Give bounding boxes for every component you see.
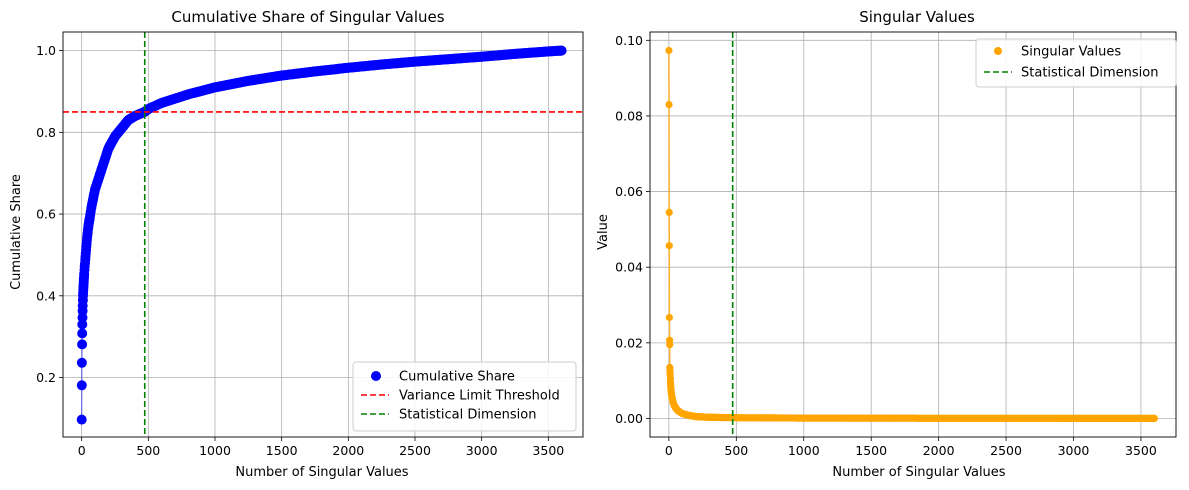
y-tick-label: 0.4 [36,288,56,303]
legend-label-statistical-dimension: Statistical Dimension [399,408,536,423]
axes-frame [62,31,584,438]
x-tick-label: 3000 [1058,443,1090,458]
axes-frame [649,31,1177,438]
x-axis-label: Number of Singular Values [832,465,1005,480]
data-point [665,208,673,216]
x-tick-label: 2000 [332,443,364,458]
x-tick-label: 1000 [788,443,820,458]
x-tick-label: 3500 [1125,443,1157,458]
y-axis-ticks: 0.2 0.4 0.6 0.8 1.0 [36,43,63,385]
data-point [77,328,88,339]
grid-lines [63,32,583,437]
legend-label-statistical-dimension: Statistical Dimension [1021,66,1158,81]
legend: Cumulative Share Variance Limit Threshol… [352,361,577,432]
y-tick-label: 0.06 [615,184,643,199]
data-point [77,339,88,350]
data-point [666,341,674,349]
x-tick-label: 2000 [923,443,955,458]
x-tick-label: 2500 [399,443,431,458]
legend: Singular Values Statistical Dimension [975,38,1177,88]
legend-box [975,38,1177,88]
legend-label-cumulative-share: Cumulative Share [399,370,515,385]
x-axis-ticks: 0 500 1000 1500 2000 2500 3000 3500 [78,437,564,458]
legend-marker-cumulative-share [371,371,381,381]
x-tick-label: 2500 [990,443,1022,458]
y-tick-label: 0.10 [615,33,643,48]
data-point [665,101,673,109]
y-axis-label: Value [596,214,611,250]
y-axis-label: Cumulative Share [9,174,24,290]
data-point [665,242,673,250]
x-axis-label: Number of Singular Values [235,465,408,480]
x-tick-label: 500 [136,443,160,458]
chart-title: Singular Values [859,8,975,26]
data-points [665,46,1158,422]
x-tick-label: 3500 [532,443,564,458]
legend-label-threshold: Variance Limit Threshold [399,389,560,404]
y-tick-label: 0.8 [36,125,56,140]
data-point [76,414,87,425]
x-axis-ticks: 0 500 1000 1500 2000 2500 3000 3500 [665,437,1157,458]
y-tick-label: 0.6 [36,207,56,222]
x-tick-label: 0 [665,443,673,458]
x-tick-label: 3000 [466,443,498,458]
data-point [665,46,673,55]
cumulative-share-chart: 0 500 1000 1500 2000 2500 3000 3500 0.20.40.60.… [9,8,584,480]
x-tick-label: 1500 [855,443,887,458]
data-points [76,45,567,425]
data-point [76,380,87,391]
y-tick-label: 0.02 [615,335,643,350]
y-tick-label: 0.2 [36,370,56,385]
chart-title: Cumulative Share of Singular Values [171,8,444,26]
y-tick-label: 0.00 [615,411,643,426]
legend-label-singular-values: Singular Values [1021,45,1121,60]
data-point [556,45,567,56]
data-point [1150,414,1158,422]
legend-marker-singular-values [994,47,1002,55]
y-tick-label: 0.04 [615,260,643,275]
y-tick-label: 1.0 [36,43,56,58]
x-tick-label: 1500 [266,443,298,458]
data-point [76,357,87,368]
data-point [665,313,674,322]
legend-box [352,361,577,432]
x-tick-label: 1000 [199,443,231,458]
singular-values-chart: 0 500 1000 1500 2000 2500 3000 3500 0.000.020.0… [596,8,1177,480]
x-tick-label: 0 [78,443,86,458]
x-tick-label: 500 [724,443,748,458]
y-tick-label: 0.08 [615,108,643,123]
plot-frame [62,31,584,438]
reference-lines [63,32,583,437]
y-axis-ticks: 0.00 0.02 0.04 0.06 0.08 0.10 [615,33,650,426]
plot-frame [649,31,1177,438]
